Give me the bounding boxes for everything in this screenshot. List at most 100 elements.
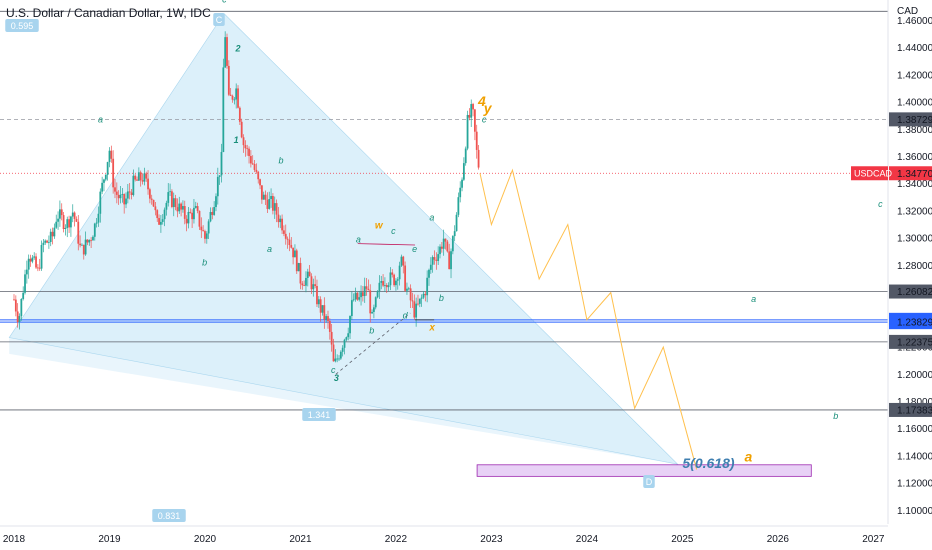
price-tag-6: 1.22375 bbox=[897, 337, 932, 348]
candle-body-85 bbox=[169, 191, 171, 193]
x-tick-7: 2025 bbox=[671, 534, 694, 545]
candle-body-81 bbox=[161, 219, 164, 222]
candle-body-150 bbox=[288, 239, 291, 246]
x-tick-5: 2023 bbox=[480, 534, 503, 545]
candle-body-247 bbox=[466, 114, 469, 149]
candle-body-145 bbox=[279, 218, 282, 223]
candle-body-207 bbox=[393, 274, 395, 286]
x-tick-8: 2026 bbox=[767, 534, 790, 545]
candle-body-45 bbox=[95, 222, 98, 224]
y-tick-16: 1.42000 bbox=[897, 70, 932, 81]
candle-body-149 bbox=[286, 238, 289, 240]
symbol-tag-bg bbox=[851, 166, 888, 181]
candle-body-91 bbox=[180, 203, 182, 210]
candle-body-235 bbox=[444, 238, 447, 242]
candle-body-179 bbox=[341, 347, 344, 352]
candle-body-209 bbox=[396, 279, 399, 281]
candle-body-80 bbox=[159, 221, 162, 225]
candle-body-28 bbox=[64, 227, 67, 229]
candle-body-170 bbox=[325, 316, 328, 320]
candle-body-55 bbox=[114, 187, 116, 192]
candle-body-9 bbox=[29, 258, 32, 262]
candle-body-11 bbox=[33, 256, 36, 258]
y-axis-panel bbox=[888, 0, 932, 550]
candle-body-181 bbox=[345, 337, 348, 340]
candle-body-101 bbox=[198, 210, 201, 227]
wave-label-15: a bbox=[429, 212, 434, 222]
wave-label-3: a bbox=[98, 114, 103, 124]
candle-body-124 bbox=[240, 121, 243, 138]
candle-body-244 bbox=[461, 179, 463, 188]
candle-body-19 bbox=[47, 241, 50, 243]
candles bbox=[13, 31, 480, 363]
candle-body-87 bbox=[172, 198, 175, 207]
triangle-ratio-low: 0.831 bbox=[152, 509, 186, 522]
candle-body-196 bbox=[373, 307, 375, 312]
candle-body-21 bbox=[51, 231, 54, 237]
candle-body-192 bbox=[365, 286, 368, 289]
w-line bbox=[357, 243, 416, 246]
candle-body-199 bbox=[378, 282, 381, 292]
price-tag-bg-2 bbox=[889, 166, 932, 181]
candle-body-126 bbox=[244, 145, 247, 149]
y-tick-9: 1.28000 bbox=[897, 261, 932, 272]
candle-body-33 bbox=[73, 212, 76, 219]
candle-body-218 bbox=[413, 301, 416, 318]
candle-body-31 bbox=[70, 216, 72, 228]
orange-label-2: w bbox=[375, 221, 384, 232]
candle-body-166 bbox=[317, 299, 320, 305]
x-tick-2: 2020 bbox=[194, 534, 217, 545]
orange-label-3: x bbox=[428, 323, 435, 334]
candle-body-227 bbox=[429, 264, 432, 270]
candle-body-113 bbox=[220, 151, 223, 176]
x-tick-6: 2024 bbox=[576, 534, 599, 545]
candle-body-66 bbox=[134, 175, 137, 180]
triangle-ratio-low-bg bbox=[152, 509, 186, 522]
candle-body-40 bbox=[86, 239, 89, 243]
candle-body-146 bbox=[281, 218, 283, 231]
candle-body-59 bbox=[121, 194, 124, 195]
candle-body-176 bbox=[336, 358, 339, 360]
candle-body-154 bbox=[295, 250, 298, 272]
candle-body-56 bbox=[115, 191, 118, 195]
candle-body-67 bbox=[136, 179, 138, 181]
candle-body-198 bbox=[376, 291, 379, 298]
candle-body-25 bbox=[59, 209, 61, 219]
y-tick-2: 1.14000 bbox=[897, 451, 932, 462]
candle-body-223 bbox=[422, 293, 425, 298]
candle-body-241 bbox=[455, 214, 458, 232]
candle-body-188 bbox=[358, 297, 361, 300]
candle-body-160 bbox=[306, 271, 309, 278]
candle-body-98 bbox=[193, 207, 195, 220]
candle-body-63 bbox=[128, 191, 131, 193]
candle-body-175 bbox=[334, 358, 337, 362]
candle-body-69 bbox=[139, 172, 142, 181]
candle-body-201 bbox=[382, 281, 384, 286]
wave-label-16: c bbox=[482, 114, 487, 124]
candle-body-49 bbox=[103, 179, 105, 183]
candle-body-220 bbox=[417, 303, 419, 305]
candle-body-194 bbox=[369, 290, 372, 314]
triangle-ratio-top-bg bbox=[5, 19, 39, 32]
candle-body-34 bbox=[75, 218, 78, 222]
candle-body-184 bbox=[350, 300, 353, 317]
candle-body-83 bbox=[165, 202, 168, 210]
candle-body-212 bbox=[402, 256, 405, 266]
candle-body-177 bbox=[338, 358, 340, 360]
candle-body-22 bbox=[53, 227, 56, 237]
candle-body-65 bbox=[132, 175, 135, 195]
candle-body-27 bbox=[62, 215, 65, 229]
candle-body-251 bbox=[473, 109, 476, 132]
candle-body-173 bbox=[330, 331, 333, 345]
candle-body-72 bbox=[145, 173, 148, 179]
candle-body-41 bbox=[88, 239, 91, 243]
candle-body-10 bbox=[31, 257, 34, 262]
candle-body-190 bbox=[361, 292, 364, 297]
candle-body-232 bbox=[439, 246, 441, 255]
candle-body-75 bbox=[150, 198, 153, 200]
candle-body-3 bbox=[18, 316, 21, 323]
candle-body-43 bbox=[92, 236, 94, 241]
candle-body-1 bbox=[14, 299, 17, 312]
